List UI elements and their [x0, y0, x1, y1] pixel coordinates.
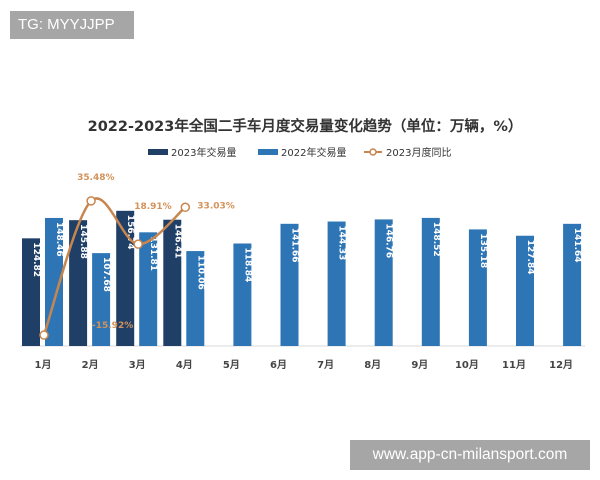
x-tick-label: 9月 [411, 359, 428, 371]
bar-2022 [92, 253, 111, 346]
yoy-label: 35.48% [77, 173, 115, 183]
bar-value-label: 135.18 [478, 233, 488, 268]
x-tick-label: 6月 [270, 359, 287, 371]
watermark-top: TG: MYYJJPP [10, 11, 134, 39]
bar-value-label: 110.06 [195, 255, 205, 290]
bar-2022 [186, 251, 205, 346]
bar-2023 [22, 238, 40, 346]
legend-label-2023: 2023年交易量 [171, 146, 236, 159]
legend: 2023年交易量 2022年交易量 2023月度同比 [148, 146, 451, 159]
x-tick-label: 12月 [549, 359, 573, 371]
bar-2022 [374, 219, 393, 346]
yoy-label: 33.03% [197, 201, 235, 211]
bar-value-label: 107.68 [101, 257, 111, 292]
bar-value-label: 127.84 [525, 240, 535, 275]
bar-2022 [421, 217, 440, 346]
x-tick-label: 5月 [223, 359, 240, 371]
x-tick-label: 11月 [502, 359, 526, 371]
chart-title: 2022-2023年全国二手车月度交易量变化趋势（单位：万辆，%） [88, 117, 523, 135]
bar-value-label: 141.64 [572, 228, 582, 263]
bar-2022 [563, 223, 582, 346]
bar-value-label: 148.46 [54, 222, 64, 257]
bar-2022 [516, 235, 534, 346]
bar-2022 [468, 229, 487, 346]
bar-2023 [116, 210, 135, 346]
yoy-point [39, 330, 49, 340]
yoy-line [42, 197, 187, 336]
yoy-point [180, 202, 191, 213]
bar-2022 [139, 232, 158, 346]
bar-2022 [280, 223, 299, 346]
legend-swatch-2022 [258, 149, 278, 155]
x-tick-label: 3月 [129, 359, 146, 371]
yoy-point [86, 196, 96, 206]
x-tick-label: 10月 [455, 359, 479, 371]
bar-value-label: 118.84 [242, 248, 252, 283]
x-tick-label: 4月 [176, 359, 193, 371]
legend-label-2022: 2022年交易量 [281, 146, 346, 159]
bar-2023 [69, 220, 88, 346]
bar-value-label: 144.33 [337, 226, 347, 261]
bar-value-label: 148.52 [431, 222, 441, 257]
bar-value-label: 146.76 [384, 223, 394, 258]
watermark-bottom: www.app-cn-milansport.com [350, 440, 590, 470]
legend-label-yoy: 2023月度同比 [386, 146, 451, 159]
bar-value-label: 156.74 [125, 215, 135, 250]
legend-marker-yoy [369, 148, 377, 156]
bar-value-label: 145.88 [78, 224, 88, 259]
legend-swatch-2023 [148, 149, 168, 155]
yoy-point [133, 239, 143, 249]
x-tick-label: 1月 [35, 359, 52, 371]
bar-2022 [327, 221, 346, 346]
bar-value-label: 131.81 [148, 236, 158, 271]
x-tick-label: 7月 [317, 359, 334, 371]
x-tick-label: 2月 [82, 359, 99, 371]
x-tick-label: 8月 [364, 359, 381, 371]
bar-value-label: 124.82 [31, 242, 41, 277]
bar-2022 [233, 243, 252, 346]
yoy-label: 18.91% [134, 202, 172, 212]
bar-value-label: 141.66 [290, 228, 300, 263]
yoy-label: -15.92% [92, 321, 133, 331]
bar-value-label: 146.41 [172, 224, 182, 259]
bar-2023 [163, 219, 182, 346]
